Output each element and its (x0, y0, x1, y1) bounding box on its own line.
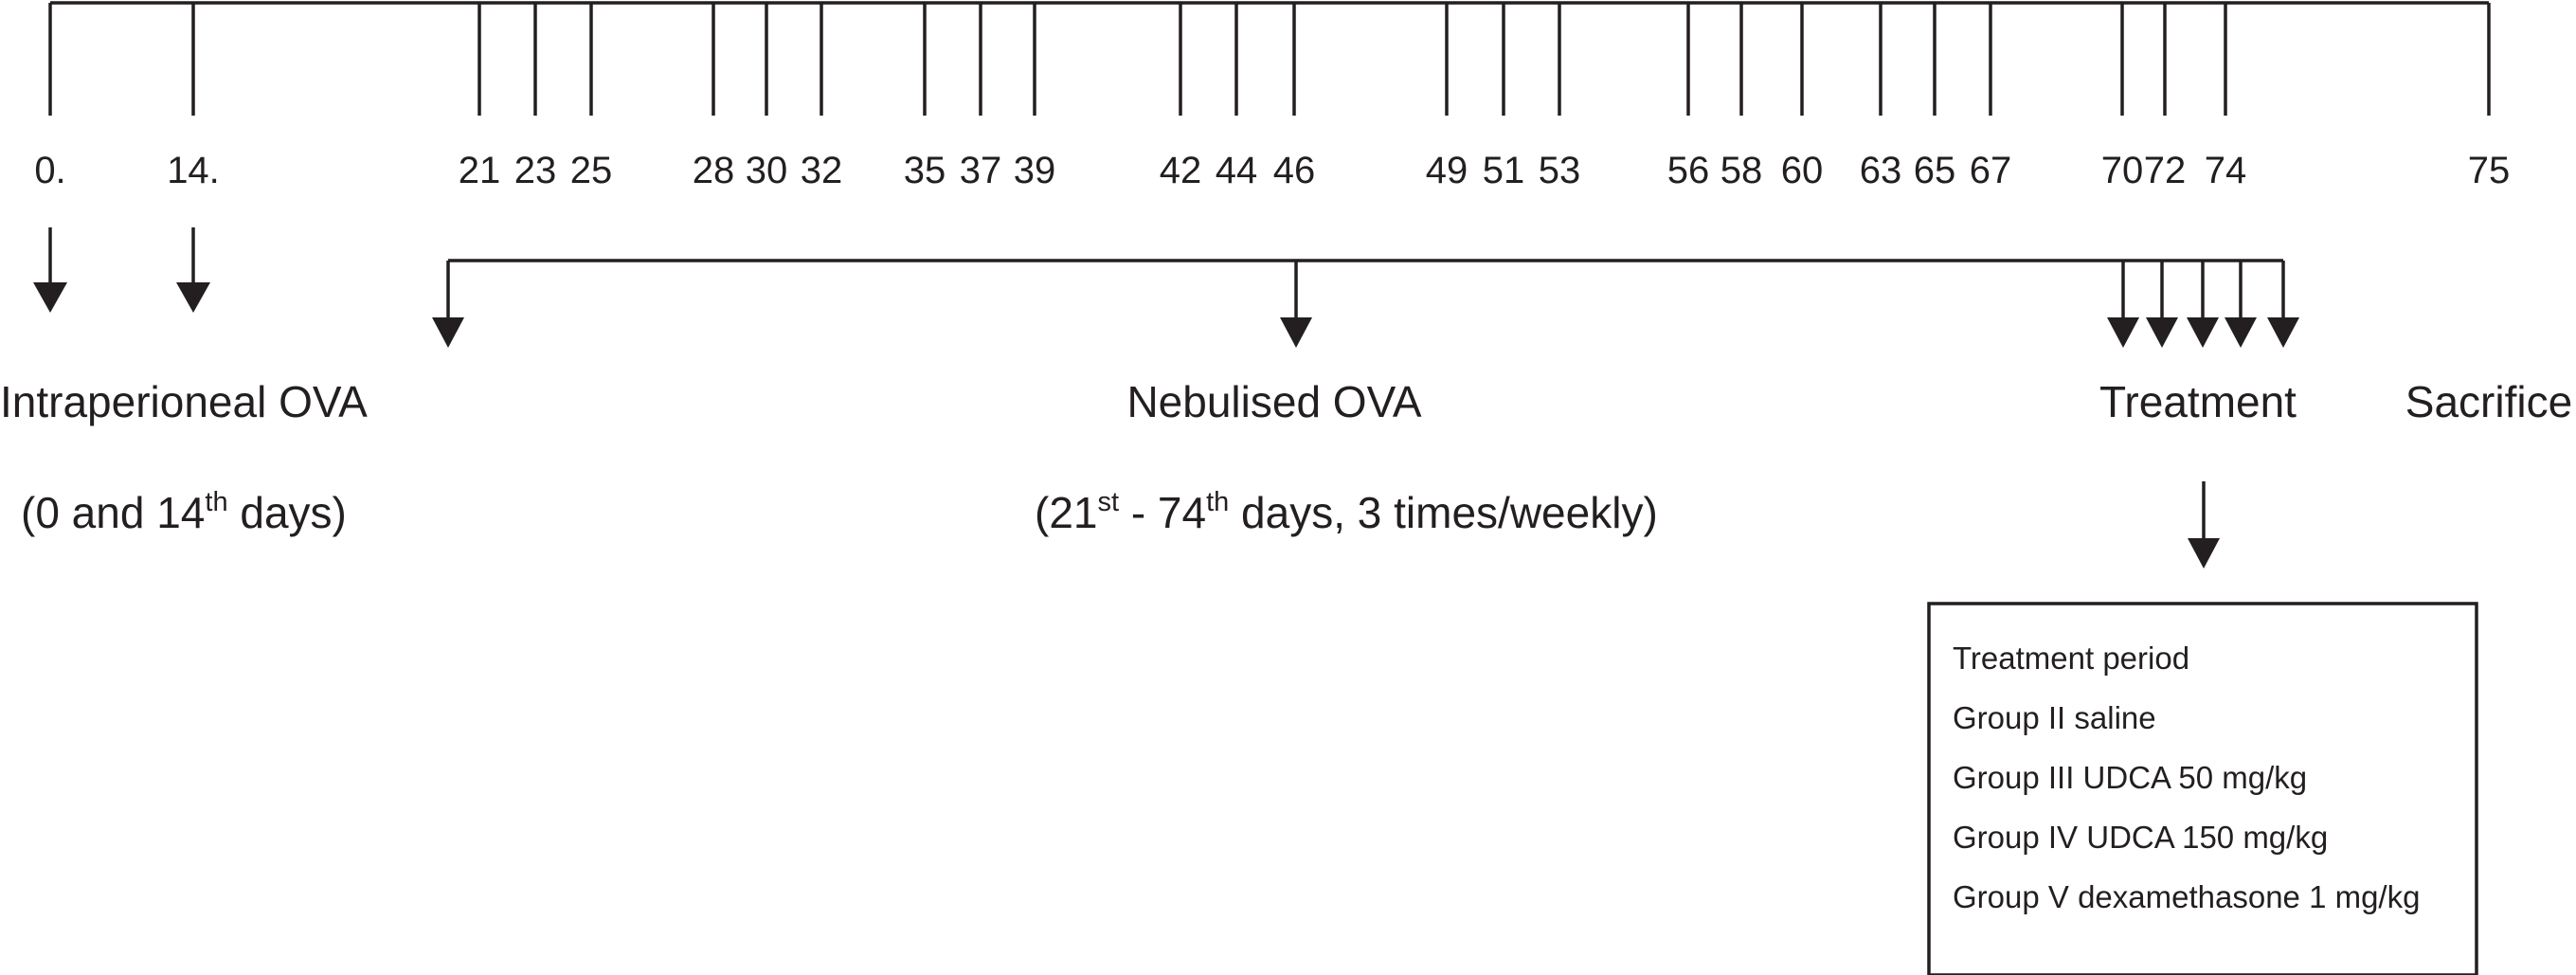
timeline-ticks (48, 3, 2491, 116)
group-iii-line: Group III UDCA 50 mg/kg (1953, 760, 2307, 795)
arrowhead-day-0 (33, 282, 67, 313)
timeline-day-label: 74 (2205, 150, 2247, 191)
treatment-period-heading: Treatment period (1953, 641, 2189, 676)
timeline-day-label: 56 (1667, 150, 1710, 191)
timeline-day-label: 30 (746, 150, 788, 191)
timeline-day-label: 53 (1539, 150, 1581, 191)
intraperitoneal-label: Intraperioneal OVA (0, 377, 368, 426)
timeline-day-label: 44 (1216, 150, 1258, 191)
treatment-period-arrowhead (2188, 538, 2220, 569)
nebulised-detail: (21st - 74th days, 3 times/weekly) (1035, 487, 1658, 537)
sacrifice-label: Sacrifice (2405, 377, 2572, 426)
timeline-day-label: 21 (459, 150, 501, 191)
intraperitoneal-detail: (0 and 14th days) (21, 487, 347, 537)
timeline-day-label: 0. (34, 150, 65, 191)
timeline-day-label: 35 (904, 150, 946, 191)
timeline-day-label: 72 (2144, 150, 2187, 191)
timeline-day-label: 32 (801, 150, 843, 191)
timeline-day-label: 65 (1914, 150, 1956, 191)
nebulised-bracket (432, 259, 2283, 348)
timeline-day-label: 25 (570, 150, 613, 191)
group-iv-line: Group IV UDCA 150 mg/kg (1953, 820, 2328, 855)
treatment-period-box (1927, 602, 2478, 975)
timeline-day-label: 51 (1483, 150, 1525, 191)
timeline-day-label: 46 (1273, 150, 1316, 191)
timeline-day-label: 60 (1781, 150, 1824, 191)
treatment-label: Treatment (2099, 377, 2297, 426)
timeline-day-label: 14. (167, 150, 220, 191)
timeline-day-label: 28 (693, 150, 735, 191)
timeline-day-label: 49 (1426, 150, 1468, 191)
group-ii-line: Group II saline (1953, 700, 2156, 735)
nebulised-label: Nebulised OVA (1126, 377, 1421, 426)
timeline-day-label: 23 (514, 150, 557, 191)
timeline-day-label: 42 (1160, 150, 1202, 191)
timeline-day-label: 58 (1720, 150, 1763, 191)
timeline-day-label: 75 (2468, 150, 2511, 191)
timeline-day-label: 67 (1970, 150, 2012, 191)
arrowhead-day-14 (176, 282, 210, 313)
timeline-day-label: 63 (1860, 150, 1902, 191)
timeline-day-labels: 0. 14. 21 23 25 28 30 32 35 37 39 42 44 46 49 51 53 56 58 6… (34, 150, 2510, 191)
group-v-line: Group V dexamethasone 1 mg/kg (1953, 879, 2420, 914)
timeline-day-label: 70 (2101, 150, 2144, 191)
timeline-day-label: 39 (1014, 150, 1056, 191)
treatment-arrows (2107, 261, 2299, 348)
timeline-day-label: 37 (960, 150, 1002, 191)
